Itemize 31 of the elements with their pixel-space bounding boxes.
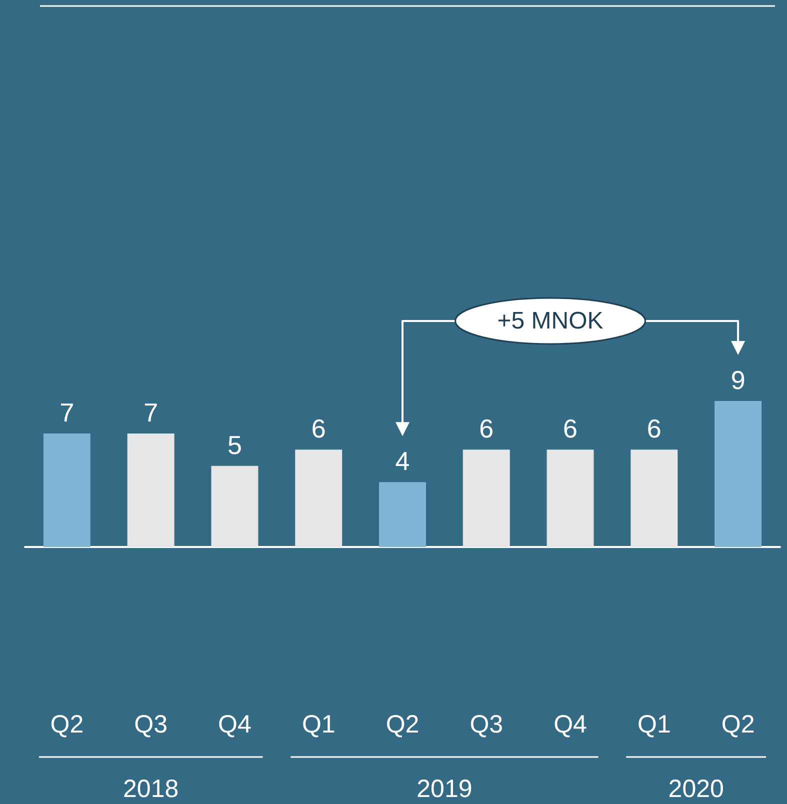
data-label: 7 — [144, 397, 158, 428]
text: 2020 — [668, 775, 724, 803]
data-label: 6 — [479, 414, 494, 444]
text: +5 MNOK — [497, 308, 604, 334]
bar — [295, 450, 342, 547]
bar — [714, 401, 762, 547]
x-tick-label: Q2 — [50, 710, 84, 738]
text: 2018 — [123, 775, 179, 803]
bar — [211, 466, 258, 547]
bar — [462, 450, 510, 547]
bar — [43, 433, 90, 547]
bar — [630, 450, 678, 547]
data-label: 6 — [646, 414, 662, 444]
x-tick-label: Q2 — [386, 710, 420, 738]
data-label: 9 — [730, 365, 746, 395]
bar — [546, 450, 594, 547]
x-tick-label: Q4 — [218, 710, 252, 738]
data-label: 5 — [227, 430, 242, 460]
x-tick-label: Q1 — [302, 710, 336, 738]
x-tick-label: Q3 — [134, 710, 168, 738]
data-label: 7 — [60, 397, 74, 428]
x-tick-label: Q3 — [470, 710, 504, 738]
x-tick-label: Q4 — [554, 710, 588, 738]
x-tick-label: Q2 — [721, 710, 755, 738]
text: 2019 — [416, 775, 472, 803]
data-label: 6 — [563, 414, 578, 444]
x-tick-label: Q1 — [637, 710, 671, 738]
data-label: 6 — [311, 414, 326, 444]
bar — [127, 433, 174, 547]
bar — [379, 482, 426, 547]
data-label: 4 — [395, 446, 410, 476]
